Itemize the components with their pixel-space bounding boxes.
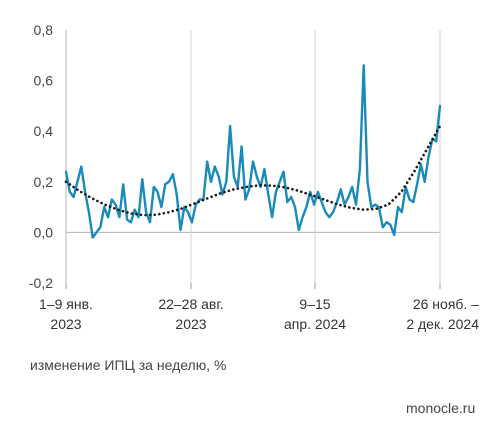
y-tick-label: 0,8	[34, 22, 54, 38]
trend-line	[64, 124, 442, 217]
x-tick-label: 2023	[50, 316, 81, 332]
x-tick-label: апр. 2024	[284, 316, 346, 332]
x-tick-label: 26 нояб. –	[413, 296, 479, 312]
cpi-line	[64, 64, 442, 239]
x-tick-label: 2023	[175, 316, 206, 332]
source-label: monocle.ru	[406, 400, 476, 416]
y-tick-label: 0,6	[34, 73, 54, 89]
chart: -0,2 0,0 0,2 0,4 0,6 0,8 1–9 янв. 2023 22–28 ав…	[29, 22, 479, 332]
y-axis-labels: -0,2 0,0 0,2 0,4 0,6 0,8	[29, 22, 53, 291]
y-tick-label: 0,0	[34, 224, 54, 240]
chart-series	[64, 64, 442, 239]
x-axis-labels: 1–9 янв. 2023 22–28 авг. 2023 9–15 апр. 2024 2…	[39, 296, 479, 332]
x-tick-label: 1–9 янв.	[39, 296, 93, 312]
y-tick-label: 0,2	[34, 174, 54, 190]
x-tick-label: 9–15	[299, 296, 330, 312]
chart-grid	[65, 30, 441, 289]
y-tick-label: 0,4	[34, 123, 54, 139]
chart-caption: изменение ИПЦ за неделю, %	[30, 357, 227, 373]
x-tick-label: 22–28 авг.	[158, 296, 223, 312]
y-tick-label: -0,2	[29, 275, 53, 291]
x-tick-label: 2 дек. 2024	[406, 316, 479, 332]
